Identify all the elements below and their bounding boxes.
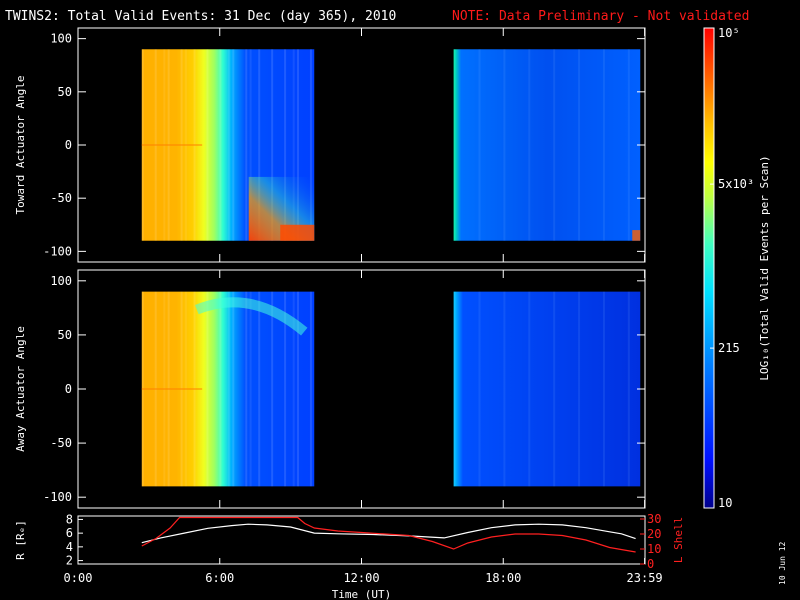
y-tick-label: -50 [50,436,72,450]
y-tick-label: 50 [58,85,72,99]
colorbar-tick-label: 5x10³ [718,177,754,191]
data-note: NOTE: Data Preliminary - Not validated [452,9,749,24]
x-axis-label: Time (UT) [332,588,392,600]
y-axis-label-left: R [Rₑ] [14,520,27,560]
heatmap-stripe [478,291,481,487]
heatmap-stripe [528,291,531,487]
heatmap-stripe [258,291,261,487]
y-tick-label: 100 [50,274,72,288]
y-tick-label: 8 [66,512,73,526]
heatmap-stripe [602,291,605,487]
heatmap-stripe [503,49,506,241]
heatmap-stripe [232,49,235,241]
zero-angle-band [141,144,203,146]
y-tick-label: -100 [43,490,72,504]
heatmap-stripe [453,49,456,241]
y-axis-label-right: L Shell [672,517,685,563]
heatmap-stripe [627,49,630,241]
orbit-frame [77,515,646,565]
y-tick-label: 50 [58,328,72,342]
heatmap-stripe [249,49,252,241]
heatmap-stripe [245,291,248,487]
date-stamp: 10 Jun 12 [778,541,787,585]
heatmap-stripe [284,49,287,241]
y-tick-label: -50 [50,191,72,205]
y-tick-label-right: 0 [647,557,654,571]
heatmap-stripe [297,291,300,487]
zero-angle-band [141,388,203,390]
heatmap-stripe [578,291,581,487]
away-panel: 100 50 0 -50 -100 Away Actuator Angle [14,269,646,509]
radius-line [141,523,636,544]
heatmap-stripe [309,49,312,241]
y-axis-label: Toward Actuator Angle [14,75,27,214]
heatmap-stripe [602,49,605,241]
heatmap-stripe [553,49,556,241]
colorbar-strip [703,27,715,509]
x-tick-label: 23:59 [627,571,663,585]
heatmap-stripe [627,291,630,487]
colorbar-tick-label: 10⁵ [718,26,740,40]
heatmap-hot-corner [632,230,641,241]
y-tick-label: 2 [66,554,73,568]
y-tick-label: 0 [65,382,72,396]
heatmap-stripe [503,291,506,487]
heatmap-stripe [219,49,222,241]
heatmap-stripe [219,291,222,487]
x-tick-label: 0:00 [64,571,93,585]
heatmap-stripe [553,291,556,487]
heatmap-stripe [271,49,274,241]
heatmap-stripe [292,49,295,241]
heatmap-segment-2 [453,49,641,241]
y-tick-label: 100 [50,32,72,46]
heatmap-arc [194,297,308,336]
heatmap-stripe [528,49,531,241]
heatmap-stripe [228,49,231,241]
y-tick-label-right: 30 [647,512,661,526]
chart-title: TWINS2: Total Valid Events: 31 Dec (day … [5,9,396,24]
heatmap-stripe [292,291,295,487]
lshell-line [141,516,636,553]
heatmap-stripe [228,291,231,487]
heatmap-stripe [297,49,300,241]
colorbar-tick-label: 215 [718,341,740,355]
y-tick-label: -100 [43,244,72,258]
colorbar: 10⁵ 5x10³ 215 10 LOG₁₀(Total Valid Events pe… [703,26,771,510]
y-tick-label-right: 10 [647,542,661,556]
x-tick-label: 6:00 [205,571,234,585]
heatmap-stripe [578,49,581,241]
x-tick-label: 12:00 [343,571,379,585]
heatmap-stripe [284,291,287,487]
colorbar-label: LOG₁₀(Total Valid Events per Scan) [758,155,771,380]
y-axis-label: Away Actuator Angle [14,326,27,452]
heatmap-stripe [478,49,481,241]
colorbar-tick-label: 10 [718,496,732,510]
x-tick-label: 18:00 [485,571,521,585]
y-tick-label-right: 20 [647,527,661,541]
heatmap-stripe [453,291,456,487]
toward-panel: 100 50 0 -50 -100 Toward Actuator Angle [14,27,646,263]
y-tick-label: 0 [65,138,72,152]
heatmap-hot-corner [280,224,315,241]
heatmap-stripe [271,291,274,487]
heatmap-stripe [232,291,235,487]
heatmap-stripe [206,49,209,241]
heatmap-stripe [249,291,252,487]
heatmap-stripe [309,291,312,487]
heatmap-segment-2 [453,291,641,487]
y-tick-label: 6 [66,526,73,540]
y-tick-label: 4 [66,540,73,554]
heatmap-stripe [206,291,209,487]
heatmap-stripe [245,49,248,241]
heatmap-stripe [258,49,261,241]
